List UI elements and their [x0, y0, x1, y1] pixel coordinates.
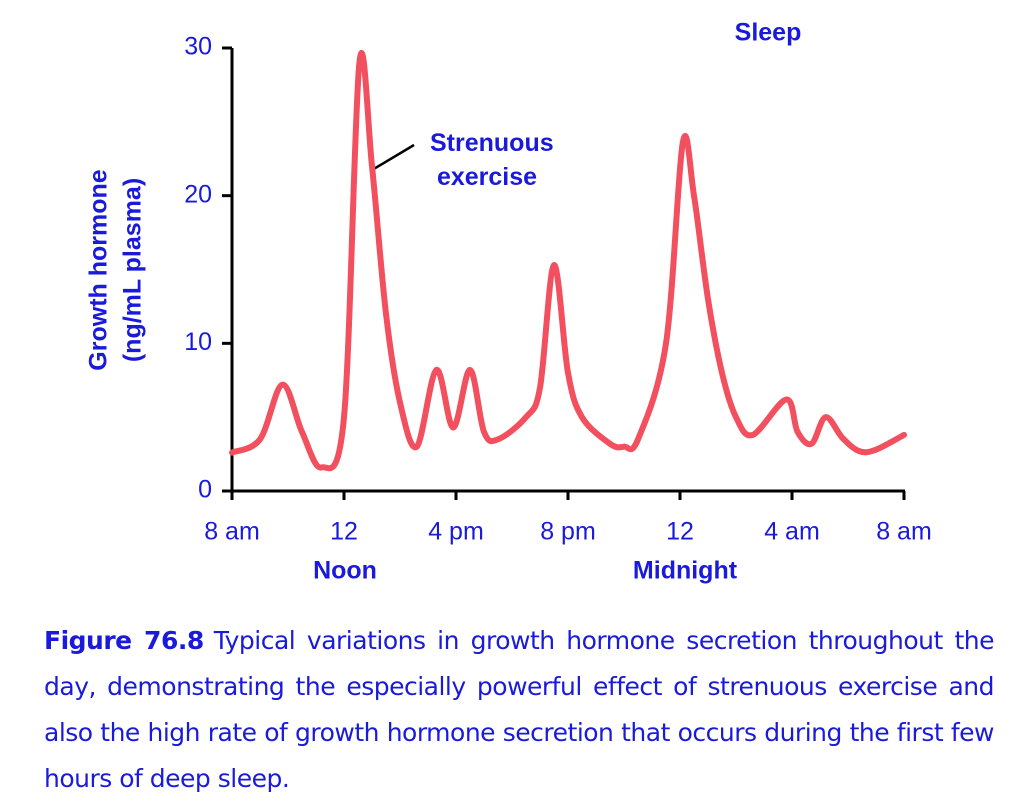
y-tick-label: 0: [198, 476, 212, 504]
y-axis-title: Growth hormone (ng/mL plasma): [85, 169, 147, 370]
x-tick-label: 4 pm: [428, 518, 484, 546]
midnight-label: Midnight: [633, 557, 738, 585]
sleep-label: Sleep: [735, 19, 802, 47]
annotation-pointer: [371, 143, 415, 172]
x-tick-label: 8 am: [876, 518, 932, 546]
y-tick-label: 10: [184, 328, 212, 356]
x-tick-label: 8 am: [204, 518, 260, 546]
y-tick-label: 20: [184, 180, 212, 208]
x-tick-label: 12: [666, 518, 694, 546]
y-label-line: Growth hormone: [85, 169, 113, 370]
chart: Sleep Strenuous exercise Noon Midnight G…: [85, 19, 932, 585]
y-label-line: (ng/mL plasma): [119, 178, 147, 362]
x-tick-label: 12: [330, 518, 358, 546]
figure-label: Figure 76.8: [44, 626, 204, 655]
x-tick-label: 4 am: [764, 518, 820, 546]
exercise-label: Strenuous exercise: [430, 129, 554, 191]
caption: Figure 76.8 Typical variations in growth …: [44, 618, 995, 802]
data-line: [229, 50, 907, 472]
noon-label: Noon: [313, 557, 377, 585]
x-tick-label: 8 pm: [540, 518, 596, 546]
y-tick-label: 30: [184, 33, 212, 61]
caption-text: Typical variations in growth hormone sec…: [44, 626, 995, 793]
